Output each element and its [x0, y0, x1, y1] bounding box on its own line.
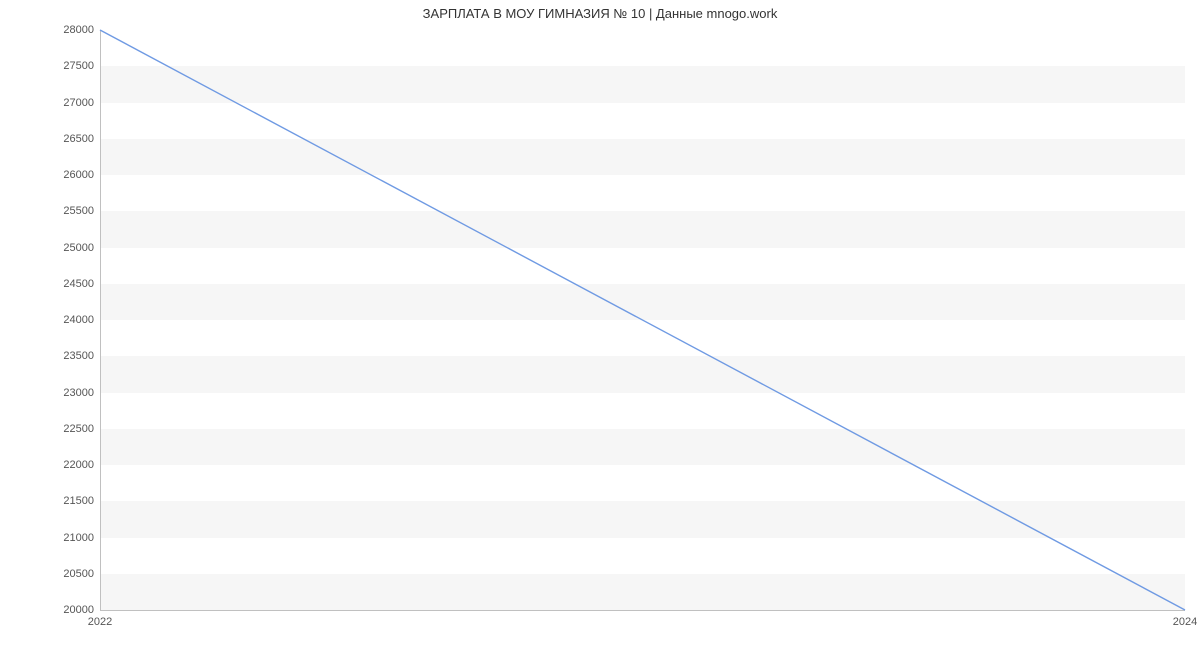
- y-tick-label: 24500: [63, 278, 100, 290]
- y-tick-label: 26000: [63, 169, 100, 181]
- y-tick-label: 24000: [63, 314, 100, 326]
- y-tick-label: 21000: [63, 532, 100, 544]
- y-tick-label: 22000: [63, 459, 100, 471]
- y-tick-label: 21500: [63, 495, 100, 507]
- y-tick-label: 26500: [63, 133, 100, 145]
- y-tick-label: 27000: [63, 97, 100, 109]
- x-tick-label: 2022: [88, 610, 112, 628]
- y-tick-label: 23500: [63, 350, 100, 362]
- chart-title: ЗАРПЛАТА В МОУ ГИМНАЗИЯ № 10 | Данные mn…: [0, 6, 1200, 21]
- y-tick-label: 23000: [63, 387, 100, 399]
- y-tick-label: 27500: [63, 60, 100, 72]
- y-tick-label: 25500: [63, 205, 100, 217]
- series-salary: [100, 30, 1185, 610]
- y-tick-label: 22500: [63, 423, 100, 435]
- x-axis-line: [100, 610, 1185, 611]
- series-layer: [100, 30, 1185, 610]
- y-tick-label: 20500: [63, 568, 100, 580]
- x-tick-label: 2024: [1173, 610, 1197, 628]
- salary-chart: ЗАРПЛАТА В МОУ ГИМНАЗИЯ № 10 | Данные mn…: [0, 0, 1200, 650]
- y-tick-label: 25000: [63, 242, 100, 254]
- plot-area: 2000020500210002150022000225002300023500…: [100, 30, 1185, 610]
- y-tick-label: 28000: [63, 24, 100, 36]
